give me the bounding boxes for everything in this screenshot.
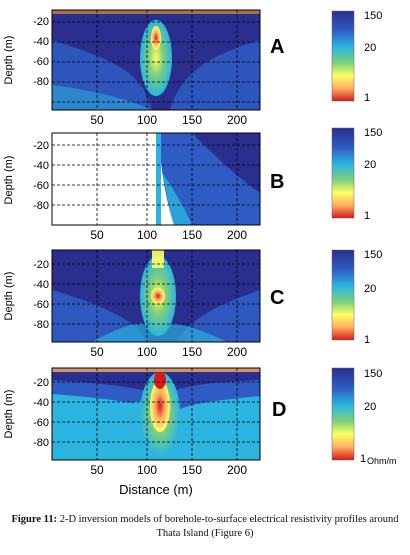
panel-b-cbar-tick: 20 <box>364 159 376 171</box>
panel-d-xtick: 200 <box>227 463 247 477</box>
panel-b-ylabel: Depth (m) <box>3 156 15 205</box>
panel-c-anomaly-inner <box>151 288 165 304</box>
figure-canvas: -20 -40 -60 -80 Depth (m) 50 100 150 200… <box>3 9 397 497</box>
panel-c-ytick: -60 <box>33 299 49 311</box>
figure-caption: Figure 11: 2-D inversion models of boreh… <box>8 513 402 541</box>
panel-a-low-layer <box>52 85 152 110</box>
panel-b-colorbar-ticks: 150 20 1 <box>364 127 382 222</box>
panel-a-ytick: -40 <box>33 36 49 48</box>
panel-a-cbar-tick: 1 <box>364 92 370 104</box>
panel-a-xtick: 50 <box>90 113 104 127</box>
panel-d-letter: D <box>272 399 286 421</box>
panel-d-xlabel: Distance (m) <box>119 482 193 497</box>
panel-b <box>51 132 261 226</box>
panel-d-xtick: 50 <box>90 463 104 477</box>
panel-d-cbar-tick: 20 <box>364 401 376 413</box>
panel-a-anomaly-outer <box>140 20 172 96</box>
panel-d-anomaly-mid <box>150 380 170 432</box>
panel-b-letter: B <box>270 171 284 193</box>
panel-a-ylabel: Depth (m) <box>3 36 15 85</box>
panel-d-anomaly-core <box>154 371 166 389</box>
panel-d-xtick: 150 <box>182 463 202 477</box>
panel-b-yticks: -20 -40 -60 -80 <box>33 140 49 212</box>
panel-a-cbar-tick: 150 <box>364 10 382 22</box>
panel-a-anomaly-inner <box>151 26 161 50</box>
panel-c-grid <box>52 250 260 342</box>
panel-b-cbar-tick: 1 <box>364 210 370 222</box>
panel-d-yticks: -20 -40 -60 -80 <box>33 377 49 449</box>
panel-a-ytick: -80 <box>33 76 49 88</box>
panel-a-colorbar-ticks: 150 20 1 <box>364 10 382 104</box>
panel-c-yticks: -20 -40 -60 -80 <box>33 259 49 331</box>
panel-c-cbar-tick: 20 <box>364 283 376 295</box>
panel-d-ytick: -40 <box>33 397 49 409</box>
panel-d-ytick: -80 <box>33 437 49 449</box>
panel-b-low-zone <box>162 173 192 225</box>
panel-c-surface-band <box>152 250 164 268</box>
panel-b-ytick: -20 <box>33 140 49 152</box>
panel-b-colorbar <box>331 127 355 219</box>
panel-b-ytick: -80 <box>33 200 49 212</box>
panel-d-xtick: 100 <box>137 463 157 477</box>
panel-b-xtick: 200 <box>227 228 247 242</box>
panel-b-ytick: -60 <box>33 180 49 192</box>
panel-c-ylabel: Depth (m) <box>3 272 15 321</box>
panel-b-xtick: 50 <box>90 228 104 242</box>
panel-c-colorbar-ticks: 150 20 1 <box>364 249 382 346</box>
panel-c-letter: C <box>270 287 284 309</box>
panel-b-xtick: 100 <box>137 228 157 242</box>
panel-c-ytick: -80 <box>33 319 49 331</box>
panel-c-xticks: 50 100 150 200 <box>90 345 247 359</box>
panel-c-cbar-tick: 150 <box>364 249 382 261</box>
panel-d-ytick: -20 <box>33 377 49 389</box>
panel-a-ytick: -60 <box>33 56 49 68</box>
panel-b-cbar-tick: 150 <box>364 127 382 139</box>
panel-d-cbar-tick: 150 <box>364 368 382 380</box>
caption-label: Figure 11: <box>11 514 58 525</box>
panel-c-xtick: 200 <box>227 345 247 359</box>
panel-a-xtick: 200 <box>227 113 247 127</box>
panel-a-letter: A <box>270 36 284 58</box>
panel-d-colorbar-ticks: 150 20 1 Ohm/m <box>360 368 397 466</box>
panel-c-cbar-tick: 1 <box>364 334 370 346</box>
panel-b-grid <box>52 133 260 225</box>
panel-d-surface-band <box>52 368 260 372</box>
panel-d-cbar-unit: Ohm/m <box>367 456 397 466</box>
panel-a-surface-band <box>52 10 260 14</box>
panel-d-cbar-tick: 1 <box>360 453 366 465</box>
panel-c-colorbar <box>331 249 355 341</box>
panel-d-xticks: 50 100 150 200 <box>90 463 247 477</box>
panel-d-colorbar <box>331 367 355 461</box>
panel-d-ytick: -60 <box>33 417 49 429</box>
panel-c-ytick: -40 <box>33 279 49 291</box>
panel-a-mid-layer <box>52 40 260 110</box>
panel-b-xticks: 50 100 150 200 <box>90 228 247 242</box>
panel-a-yticks: -20 -40 -60 -80 <box>33 16 49 88</box>
panel-b-borehole-band <box>156 133 161 225</box>
panel-c-ytick: -20 <box>33 259 49 271</box>
panel-c-xtick: 100 <box>137 345 157 359</box>
panel-d-ylabel: Depth (m) <box>3 390 15 439</box>
panel-a-xtick: 100 <box>137 113 157 127</box>
panel-a-colorbar <box>331 10 355 102</box>
panel-b-deep-layer <box>192 133 260 193</box>
panel-a-xtick: 150 <box>182 113 202 127</box>
panel-c-xtick: 50 <box>90 345 104 359</box>
caption-text: 2-D inversion models of borehole-to-surf… <box>57 514 399 539</box>
panel-d <box>51 367 261 461</box>
panel-d-grid <box>52 368 260 460</box>
panel-a-grid <box>52 10 260 110</box>
panel-a-xticks: 50 100 150 200 <box>90 113 247 127</box>
panel-a-ytick: -20 <box>33 16 49 28</box>
panel-a-cbar-tick: 20 <box>364 42 376 54</box>
panel-b-xtick: 150 <box>182 228 202 242</box>
panel-c-xtick: 150 <box>182 345 202 359</box>
panel-a <box>51 9 261 111</box>
panel-c <box>51 249 261 343</box>
panel-c-mid-layer <box>52 290 260 342</box>
panel-b-ytick: -40 <box>33 160 49 172</box>
